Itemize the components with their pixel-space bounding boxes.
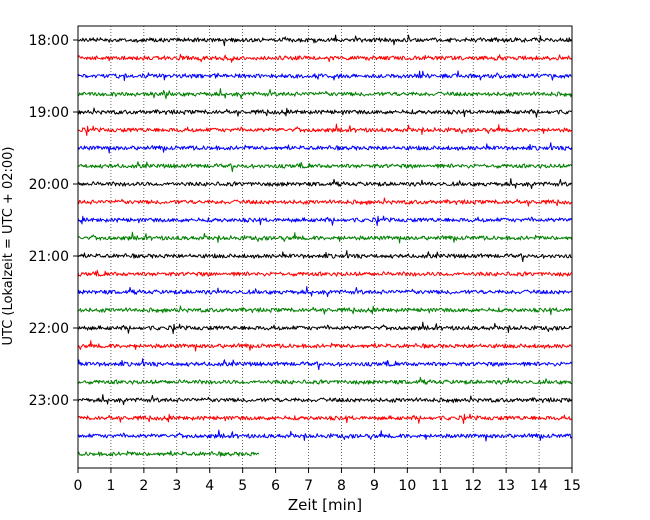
trace-2000: [77, 178, 572, 190]
y-tick-label: 22:00: [29, 321, 69, 337]
trace-2200: [77, 321, 572, 335]
x-tick-label: 8: [337, 478, 346, 494]
trace-2315: [77, 413, 572, 425]
trace-2115: [77, 269, 572, 277]
trace-2145: [77, 305, 572, 316]
trace-1800: [77, 34, 573, 47]
y-tick-label: 18:00: [29, 33, 69, 49]
x-tick-label: 13: [497, 478, 515, 494]
trace-1915: [77, 123, 572, 137]
y-axis: 18:00 19:00 20:00 21:00 22:00 23:00: [29, 33, 78, 409]
x-tick-label: 11: [431, 478, 449, 494]
trace-2130: [77, 286, 572, 298]
x-tick-label: 14: [530, 478, 548, 494]
x-tick-label: 15: [563, 478, 581, 494]
x-axis: 0 1 2 3 4 5 6 7 8 9 10 11 12 13 14 15: [74, 468, 581, 494]
x-tick-label: 6: [271, 478, 280, 494]
plot-area: [78, 26, 572, 468]
x-tick-label: 4: [205, 478, 214, 494]
trace-2245: [77, 376, 572, 385]
plot-frame: [77, 25, 573, 469]
trace-2345: [77, 450, 260, 457]
trace-1845: [77, 88, 573, 100]
y-tick-label: 21:00: [29, 249, 69, 265]
traces: [77, 34, 573, 457]
y-tick-label: 20:00: [29, 177, 69, 193]
trace-2330: [77, 429, 572, 442]
trace-2030: [77, 215, 573, 227]
trace-1945: [77, 161, 572, 173]
x-tick-label: 2: [139, 478, 148, 494]
x-tick-label: 1: [106, 478, 115, 494]
y-tick-label: 23:00: [29, 393, 69, 409]
trace-2215: [77, 340, 572, 352]
trace-2100: [77, 250, 572, 263]
x-tick-label: 5: [238, 478, 247, 494]
trace-1830: [77, 70, 572, 82]
y-axis-label: UTC (Lokalzeit = UTC + 02:00): [1, 147, 16, 346]
x-tick-label: 0: [74, 478, 83, 494]
trace-2045: [77, 231, 573, 244]
x-axis-label: Zeit [min]: [288, 496, 362, 514]
x-tick-label: 9: [370, 478, 379, 494]
trace-2015: [77, 197, 572, 207]
trace-2300: [77, 394, 573, 406]
trace-1930: [77, 142, 573, 154]
trace-1900: [77, 107, 572, 118]
x-tick-label: 12: [464, 478, 482, 494]
x-tick-label: 7: [304, 478, 313, 494]
trace-1815: [77, 53, 573, 63]
trace-2230: [77, 358, 573, 371]
x-tick-label: 10: [398, 478, 416, 494]
y-tick-label: 19:00: [29, 105, 69, 121]
x-tick-label: 3: [172, 478, 181, 494]
